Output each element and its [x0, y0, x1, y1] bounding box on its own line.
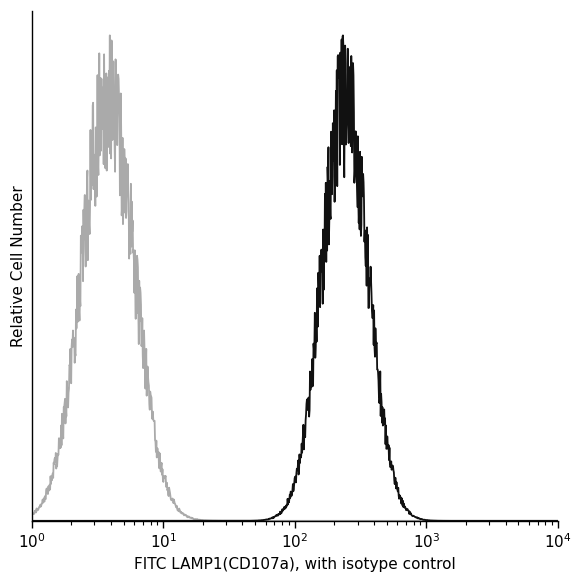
- X-axis label: FITC LAMP1(CD107a), with isotype control: FITC LAMP1(CD107a), with isotype control: [134, 557, 456, 572]
- Y-axis label: Relative Cell Number: Relative Cell Number: [11, 185, 26, 347]
